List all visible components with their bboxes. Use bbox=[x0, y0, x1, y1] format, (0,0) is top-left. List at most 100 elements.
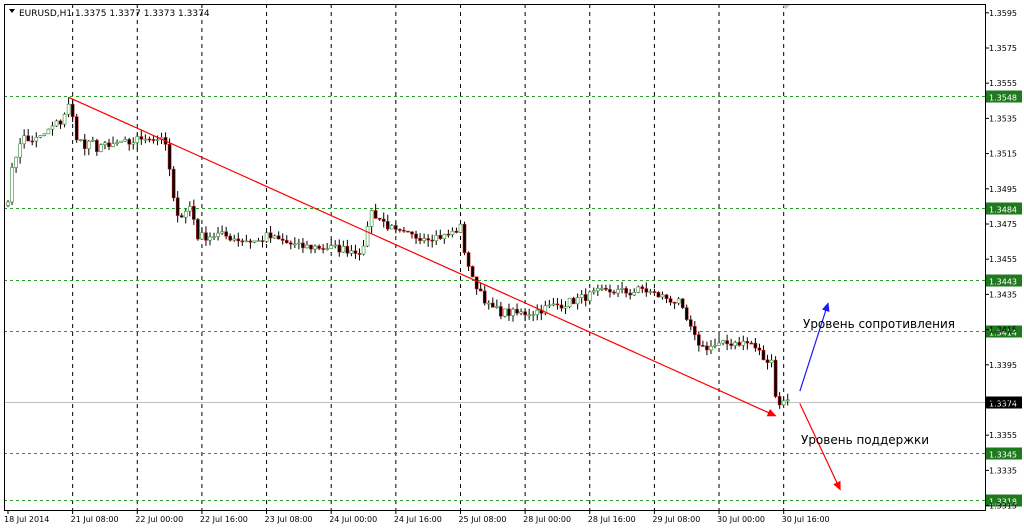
candle-bull bbox=[442, 233, 447, 239]
candle-bear bbox=[644, 288, 649, 293]
level-tag bbox=[986, 274, 1022, 287]
candle-bull bbox=[486, 302, 491, 305]
price-tick-label: 1.3395 bbox=[989, 361, 1017, 370]
candle-bull bbox=[329, 245, 334, 250]
price-tick-label: 1.3435 bbox=[989, 290, 1017, 299]
candle-bull bbox=[543, 305, 548, 314]
arrows-layer bbox=[799, 302, 841, 491]
candle-bear bbox=[240, 240, 245, 243]
candle-bull bbox=[46, 128, 51, 135]
candle-bear bbox=[26, 135, 31, 142]
candle-bull bbox=[567, 297, 572, 307]
candle-bull bbox=[596, 288, 600, 292]
candle-bear bbox=[672, 302, 677, 304]
candle-bear bbox=[248, 240, 253, 243]
candle-bull bbox=[503, 308, 507, 317]
plot-border bbox=[4, 4, 986, 511]
candle-bull bbox=[42, 133, 47, 136]
symbol-name: EURUSD,H1 bbox=[19, 9, 72, 19]
candle-bull bbox=[208, 236, 212, 241]
level-tag bbox=[986, 202, 1022, 215]
candle-bull bbox=[103, 142, 107, 145]
candle-bull bbox=[91, 140, 95, 142]
level-tag bbox=[986, 447, 1022, 460]
candle-bear bbox=[765, 359, 770, 363]
candle-bull bbox=[131, 142, 136, 145]
candle-bull bbox=[54, 120, 59, 127]
price-tick-label: 1.3475 bbox=[989, 220, 1017, 229]
candle-bull bbox=[450, 230, 455, 235]
candle-bull bbox=[563, 306, 568, 309]
candle-bear bbox=[236, 238, 241, 242]
candle-bear bbox=[337, 244, 342, 253]
candle-bear bbox=[705, 345, 709, 351]
candle-bear bbox=[470, 266, 475, 278]
candle-bear bbox=[284, 240, 289, 244]
candle-bear bbox=[179, 215, 184, 218]
candle-bull bbox=[616, 289, 620, 294]
time-tick-label: 21 Jul 08:00 bbox=[71, 515, 119, 524]
level-tag bbox=[986, 494, 1022, 507]
candle-bull bbox=[620, 288, 624, 290]
candle-bull bbox=[252, 240, 257, 243]
candle-bull bbox=[66, 103, 71, 115]
level-tag-label: 1.3318 bbox=[989, 498, 1017, 507]
candle-bear bbox=[737, 342, 742, 346]
candle-bull bbox=[709, 346, 713, 351]
candle-bear bbox=[196, 219, 200, 240]
candle-bull bbox=[216, 232, 220, 237]
candle-bear bbox=[58, 120, 63, 125]
candle-bull bbox=[22, 135, 26, 145]
candle-bear bbox=[474, 276, 479, 290]
candle-bear bbox=[753, 342, 758, 349]
trend-line bbox=[68, 96, 777, 417]
candle-bull bbox=[591, 290, 596, 293]
level-lines-layer bbox=[4, 96, 985, 501]
candle-bull bbox=[244, 240, 249, 243]
candle-bear bbox=[402, 229, 406, 232]
candle-bull bbox=[519, 311, 523, 314]
candle-bull bbox=[50, 125, 55, 130]
candle-bear bbox=[478, 288, 483, 292]
candle-bear bbox=[701, 345, 705, 347]
candle-bull bbox=[18, 143, 22, 158]
time-tick-label: 18 Jul 2014 bbox=[4, 515, 49, 524]
grid-layer bbox=[72, 4, 785, 510]
candle-bear bbox=[490, 302, 495, 308]
candle-bull bbox=[119, 140, 123, 143]
candle-bear bbox=[729, 343, 733, 346]
price-tick-label: 1.3535 bbox=[989, 114, 1017, 123]
candle-bear bbox=[147, 138, 152, 141]
candle-bull bbox=[535, 309, 540, 315]
candle-bull bbox=[10, 167, 14, 203]
price-tick-label: 1.3555 bbox=[989, 79, 1017, 88]
candle-bear bbox=[373, 210, 378, 219]
candle-bear bbox=[268, 232, 273, 239]
time-tick-label: 22 Jul 16:00 bbox=[200, 515, 248, 524]
candle-bull bbox=[333, 244, 338, 247]
symbol-menu-triangle-icon[interactable] bbox=[9, 9, 15, 13]
level-tag-label: 1.3548 bbox=[989, 94, 1017, 103]
candle-bear bbox=[559, 304, 564, 309]
ohlc-readout: 1.3375 1.3377 1.3373 1.3374 bbox=[75, 9, 210, 19]
candle-bull bbox=[293, 243, 297, 246]
level-tag bbox=[986, 325, 1022, 338]
candle-bear bbox=[515, 308, 519, 314]
candle-bull bbox=[272, 235, 277, 239]
candle-bull bbox=[713, 345, 717, 347]
candle-bear bbox=[656, 292, 661, 298]
candle-bull bbox=[313, 245, 317, 250]
candle-bear bbox=[692, 326, 697, 336]
candle-bear bbox=[321, 248, 325, 250]
shift-marker-icon[interactable] bbox=[782, 5, 790, 9]
candle-bear bbox=[688, 319, 693, 327]
time-tick-label: 30 Jul 00:00 bbox=[717, 515, 765, 524]
candle-bull bbox=[188, 206, 192, 212]
candle-bull bbox=[648, 291, 653, 293]
candle-bull bbox=[389, 225, 394, 230]
candle-bear bbox=[628, 292, 632, 296]
time-tick-label: 22 Jul 00:00 bbox=[135, 515, 183, 524]
candle-bull bbox=[200, 232, 204, 240]
